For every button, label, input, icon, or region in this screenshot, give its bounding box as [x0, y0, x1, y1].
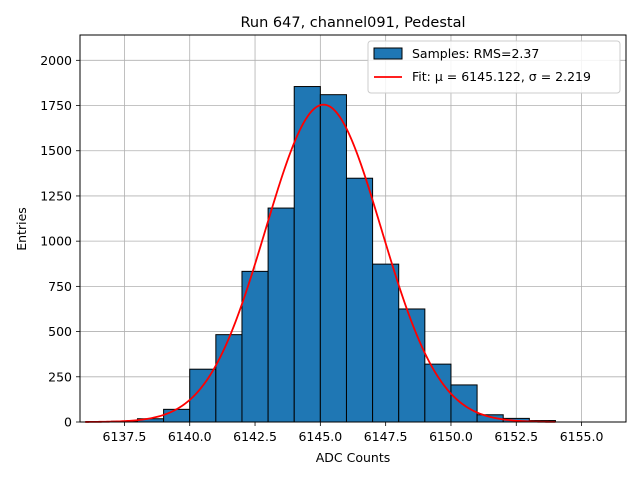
legend: Samples: RMS=2.37 Fit: μ = 6145.122, σ =…	[367, 40, 621, 94]
fit-curve-group	[85, 103, 556, 423]
x-axis-ticks: 6137.5 6140.0 6142.5 6145.0 6147.5 6150.0 6152…	[103, 422, 604, 444]
y-tick-label: 2000	[40, 53, 72, 68]
plot-frame	[79, 34, 627, 423]
x-axis-label: ADC Counts	[316, 450, 391, 465]
y-axis-label: Entries	[14, 207, 29, 251]
histogram-bar	[319, 94, 347, 423]
x-tick-label: 6147.5	[364, 429, 408, 444]
histogram-bar	[241, 270, 269, 423]
y-tick-label: 1250	[40, 188, 72, 203]
x-tick-label: 6142.5	[233, 429, 277, 444]
histogram-bar	[450, 384, 478, 423]
x-tick-label: 6137.5	[103, 429, 147, 444]
x-tick-label: 6155.0	[560, 429, 604, 444]
legend-box	[367, 40, 621, 94]
x-tick-label: 6150.0	[429, 429, 473, 444]
legend-histogram-label: Samples: RMS=2.37	[412, 46, 539, 61]
histogram-bar	[424, 363, 452, 423]
histogram-bar	[163, 408, 191, 423]
x-tick-label: 6140.0	[168, 429, 212, 444]
histogram-bars	[110, 86, 556, 423]
chart-title: Run 647, channel091, Pedestal	[240, 15, 465, 31]
x-tick-label: 6152.5	[494, 429, 538, 444]
y-tick-label: 0	[64, 415, 72, 430]
x-tick-label: 6145.0	[298, 429, 342, 444]
y-tick-label: 500	[48, 324, 72, 339]
histogram-bar	[372, 263, 400, 423]
histogram-bar	[267, 207, 295, 423]
y-axis-ticks: 0 250 500 750 1000 1250 1500 1750 2000	[40, 53, 80, 430]
y-tick-label: 1750	[40, 98, 72, 113]
histogram-bar	[398, 308, 426, 423]
fit-curve	[85, 103, 556, 423]
histogram-bar	[215, 334, 243, 423]
y-tick-label: 1500	[40, 143, 72, 158]
histogram-bar	[345, 177, 374, 423]
y-tick-label: 250	[48, 369, 72, 384]
y-tick-label: 750	[48, 279, 72, 294]
legend-histogram-swatch	[373, 47, 403, 60]
histogram-bar	[293, 86, 321, 423]
y-tick-label: 1000	[40, 234, 72, 249]
legend-fit-label: Fit: μ = 6145.122, σ = 2.219	[412, 69, 591, 84]
